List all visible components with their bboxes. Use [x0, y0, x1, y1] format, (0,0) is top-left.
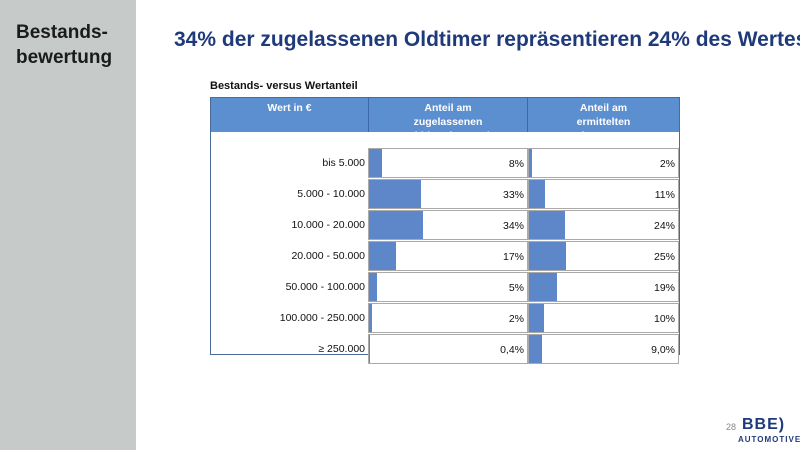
bestand-bar: [369, 242, 396, 270]
wert-value: 24%: [653, 220, 675, 232]
bestand-value: 8%: [508, 158, 524, 170]
bestand-cell: 33%: [368, 179, 528, 209]
table-row: bis 5.000 8% 2%: [211, 148, 679, 179]
sidebar: Bestands-bewertung: [0, 0, 136, 450]
bestand-value: 0,4%: [500, 344, 524, 356]
wert-bar: [529, 304, 544, 332]
wert-value: 25%: [653, 251, 675, 263]
table-row: ≥ 250.000 0,4% 9,0%: [211, 334, 679, 365]
table-subtitle: Bestands- versus Wertanteil: [210, 80, 358, 92]
table-row: 5.000 - 10.000 33% 11%: [211, 179, 679, 210]
header-bestand: Anteil am zugelassenen Oldtimerbestand: [369, 98, 528, 142]
bestand-cell: 5%: [368, 272, 528, 302]
table-header: Wert in € Anteil am zugelassenen Oldtime…: [211, 98, 679, 142]
bestand-value: 34%: [502, 220, 524, 232]
row-label: bis 5.000: [322, 157, 365, 169]
row-label: 100.000 - 250.000: [279, 312, 365, 324]
bestand-value: 17%: [502, 251, 524, 263]
wert-cell: 2%: [528, 148, 679, 178]
wert-value: 19%: [653, 282, 675, 294]
data-table: Wert in € Anteil am zugelassenen Oldtime…: [210, 97, 680, 364]
table-row: 10.000 - 20.000 34% 24%: [211, 210, 679, 241]
bestand-cell: 8%: [368, 148, 528, 178]
wert-cell: 19%: [528, 272, 679, 302]
bbe-logo-sub: AUTOMOTIVE: [738, 435, 800, 444]
section-title: Bestands-bewertung: [16, 22, 113, 68]
wert-bar: [529, 273, 558, 301]
wert-cell: 10%: [528, 303, 679, 333]
bestand-bar: [369, 211, 423, 239]
bestand-cell: 34%: [368, 210, 528, 240]
bestand-cell: 0,4%: [368, 334, 528, 364]
bestand-bar: [369, 304, 373, 332]
wert-cell: 24%: [528, 210, 679, 240]
wert-bar: [529, 211, 565, 239]
page-number: 28: [726, 422, 737, 432]
wert-value: 10%: [653, 313, 675, 325]
row-label: 10.000 - 20.000: [291, 219, 365, 231]
row-label: 20.000 - 50.000: [291, 250, 365, 262]
wert-cell: 9,0%: [528, 334, 679, 364]
bestand-value: 2%: [508, 313, 524, 325]
wert-bar: [529, 335, 543, 363]
bestand-bar: [369, 335, 370, 363]
header-value: Wert in €: [211, 98, 369, 132]
bestand-value: 33%: [502, 189, 524, 201]
table-row: 20.000 - 50.000 17% 25%: [211, 241, 679, 272]
bbe-logo: BBE): [742, 416, 786, 433]
slide-title: 34% der zugelassenen Oldtimer repräsenti…: [174, 28, 800, 51]
row-label: 5.000 - 10.000: [297, 188, 365, 200]
bestand-bar: [369, 180, 422, 208]
wert-cell: 25%: [528, 241, 679, 271]
table-row: 100.000 - 250.000 2% 10%: [211, 303, 679, 334]
bestand-cell: 17%: [368, 241, 528, 271]
wert-bar: [529, 149, 532, 177]
bestand-cell: 2%: [368, 303, 528, 333]
header-wert: Anteil am ermittelten Fahrzeugwert: [569, 102, 638, 142]
bestand-bar: [369, 273, 377, 301]
wert-value: 11%: [654, 189, 675, 201]
row-label: ≥ 250.000: [318, 343, 365, 355]
wert-cell: 11%: [528, 179, 679, 209]
table-row: 50.000 - 100.000 5% 19%: [211, 272, 679, 303]
bestand-bar: [369, 149, 382, 177]
wert-bar: [529, 242, 567, 270]
wert-bar: [529, 180, 546, 208]
wert-value: 2%: [659, 158, 675, 170]
wert-value: 9,0%: [651, 344, 675, 356]
row-label: 50.000 - 100.000: [285, 281, 365, 293]
bestand-value: 5%: [508, 282, 524, 294]
